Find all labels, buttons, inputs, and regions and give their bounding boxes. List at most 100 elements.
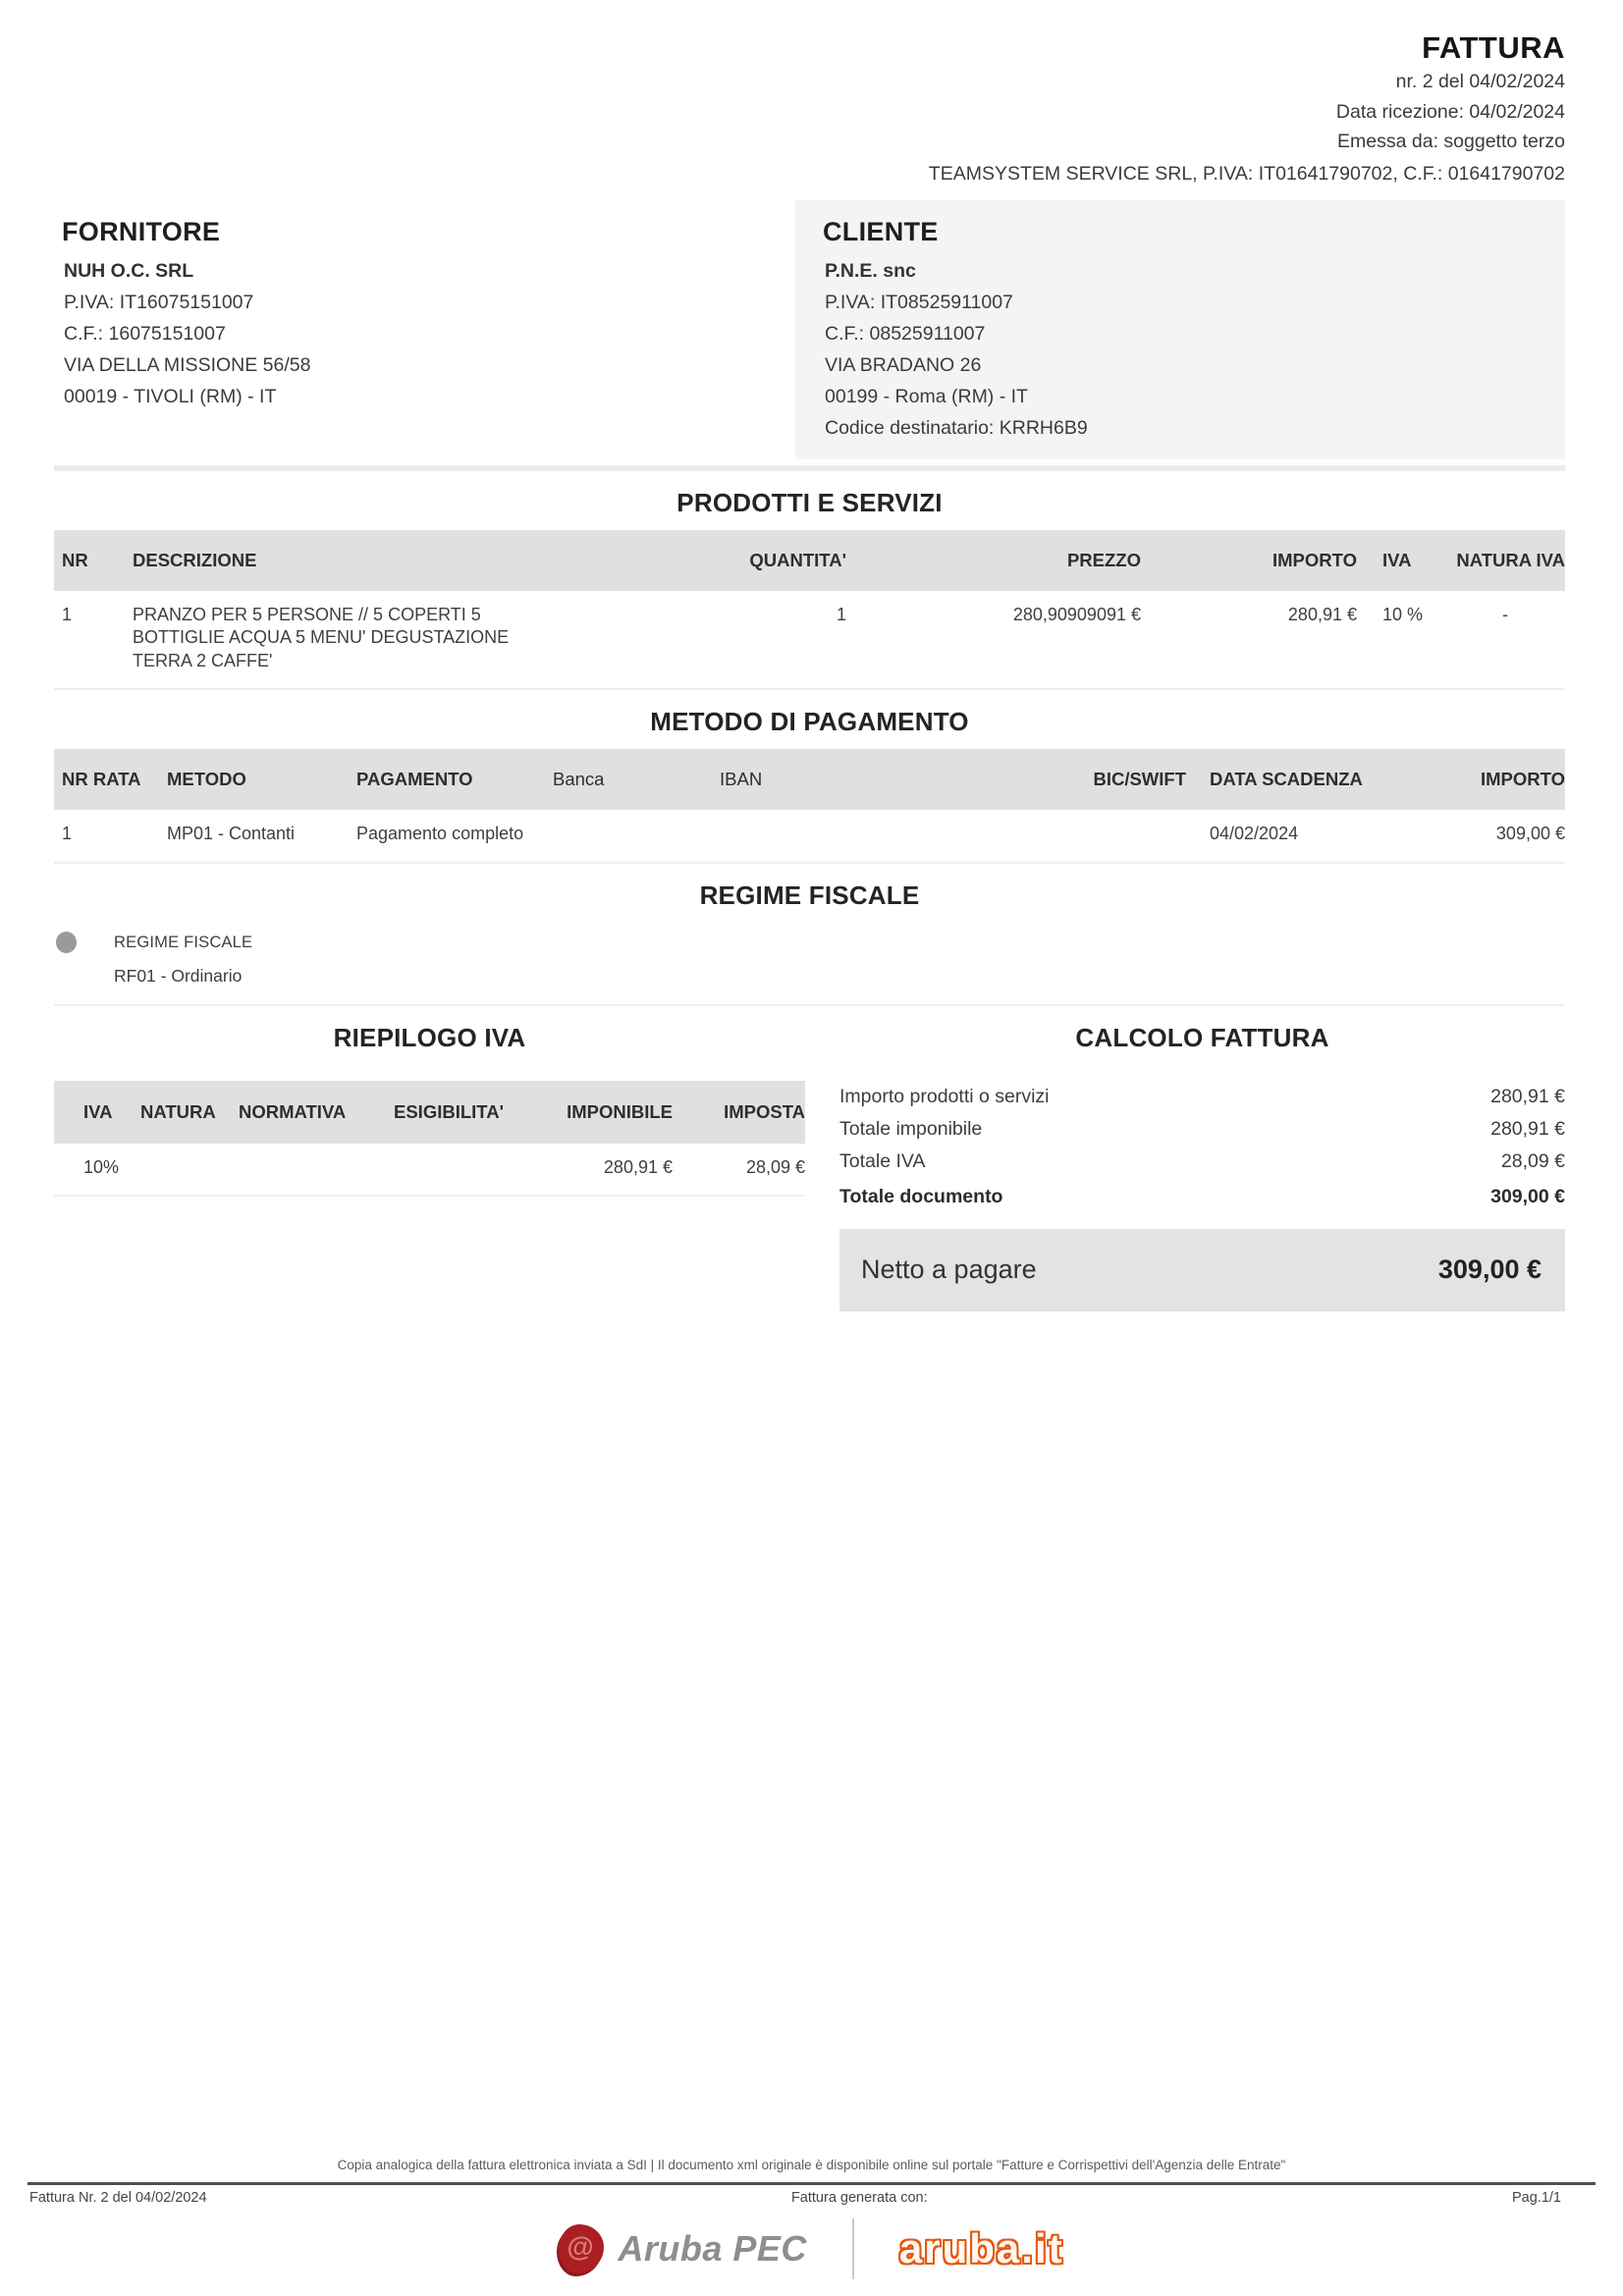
customer-heading: CLIENTE: [823, 216, 939, 246]
section-divider: [54, 464, 1565, 471]
products-title: PRODOTTI E SERVIZI: [676, 487, 943, 517]
supplier-cf: C.F.: 16075151007: [64, 322, 226, 345]
product-description: PRANZO PER 5 PERSONE // 5 COPERTI 5 BOTT…: [133, 604, 510, 670]
summary-section: RIEPILOGO IVA IVA NATURA NORMATIVA ESIGI…: [54, 1006, 1565, 1311]
payment-nr-rata: 1: [62, 824, 73, 843]
supplier-city: 00019 - TIVOLI (RM) - IT: [64, 385, 277, 407]
parties-section: FORNITORE NUH O.C. SRL P.IVA: IT16075151…: [54, 199, 1565, 459]
footer-invoice-ref: Fattura Nr. 2 del 04/02/2024: [29, 2190, 207, 2206]
net-to-pay-box: Netto a pagare 309,00 €: [839, 1228, 1565, 1311]
logo-separator: [851, 2218, 854, 2279]
col-riep-imposta: IMPOSTA: [724, 1100, 805, 1122]
invoice-calc-title: CALCOLO FATTURA: [1075, 1022, 1329, 1052]
regime-row: REGIME FISCALE RF01 - Ordinario: [54, 931, 1565, 987]
vat-taxable: 280,91 €: [603, 1156, 673, 1177]
product-nr: 1: [62, 604, 73, 624]
aruba-pec-seal-icon: @: [559, 2224, 605, 2273]
col-natura-iva: NATURA IVA: [1456, 549, 1565, 570]
product-quantity: 1: [836, 604, 846, 624]
product-row: 1 PRANZO PER 5 PERSONE // 5 COPERTI 5 BO…: [54, 591, 1565, 689]
customer-piva: P.IVA: IT08525911007: [825, 291, 1013, 313]
customer-cf: C.F.: 08525911007: [825, 322, 986, 345]
col-data-scadenza: DATA SCADENZA: [1210, 769, 1363, 789]
customer-city: 00199 - Roma (RM) - IT: [825, 385, 1028, 407]
col-banca: Banca: [553, 769, 605, 789]
section-divider: [54, 861, 1565, 864]
vat-rate: 10%: [83, 1156, 120, 1177]
vat-chargeability: [386, 1156, 528, 1180]
col-nr: NR: [62, 549, 88, 570]
footer-logos: @ Aruba PEC aruba.it: [0, 2214, 1623, 2284]
product-vat: 10 %: [1382, 604, 1424, 624]
supplier-block: FORNITORE NUH O.C. SRL P.IVA: IT16075151…: [54, 200, 795, 459]
page-footer: Copia analogica della fattura elettronic…: [0, 2157, 1623, 2284]
supplier-name: NUH O.C. SRL: [64, 259, 194, 282]
calc-row-total: Totale documento 309,00 €: [839, 1181, 1565, 1213]
calc-label: Importo prodotti o servizi: [839, 1085, 1050, 1107]
col-riep-natura: NATURA: [140, 1100, 216, 1122]
col-riep-esigibilita: ESIGIBILITA': [394, 1100, 504, 1122]
calc-value: 28,09 €: [1500, 1149, 1565, 1172]
col-riep-iva: IVA: [83, 1100, 113, 1122]
document-header: FATTURA nr. 2 del 04/02/2024 Data ricezi…: [54, 29, 1565, 190]
regime-bullet-icon: [56, 931, 77, 953]
col-prezzo: PREZZO: [1066, 549, 1141, 570]
supplier-address: VIA DELLA MISSIONE 56/58: [64, 353, 311, 376]
calc-label: Totale documento: [839, 1185, 1003, 1207]
legal-note: Copia analogica della fattura elettronic…: [337, 2158, 1286, 2172]
calc-row-products: Importo prodotti o servizi 280,91 €: [839, 1081, 1565, 1113]
vat-tax: 28,09 €: [745, 1156, 805, 1177]
payment-type: Pagamento completo: [356, 824, 524, 843]
regime-label: REGIME FISCALE: [114, 933, 253, 951]
vat-summary-row: 10% 280,91 € 28,09 €: [54, 1144, 805, 1196]
calc-row-vat: Totale IVA 28,09 €: [839, 1146, 1565, 1178]
invoice-calc-block: CALCOLO FATTURA Importo prodotti o servi…: [839, 1006, 1565, 1311]
section-divider: [54, 1003, 1565, 1006]
col-metodo: METODO: [167, 769, 246, 789]
vat-summary-header-row: IVA NATURA NORMATIVA ESIGIBILITA' IMPONI…: [54, 1080, 805, 1144]
intermediary-line: TEAMSYSTEM SERVICE SRL, P.IVA: IT0164179…: [928, 162, 1565, 185]
payment-method: MP01 - Contanti: [167, 824, 296, 843]
vat-summary-title: RIEPILOGO IVA: [333, 1022, 526, 1052]
col-riep-imponibile: IMPONIBILE: [567, 1100, 673, 1122]
payment-due-date: 04/02/2024: [1210, 824, 1299, 843]
product-price: 280,90909091 €: [1012, 604, 1141, 624]
customer-block: CLIENTE P.N.E. snc P.IVA: IT08525911007 …: [795, 199, 1565, 459]
calc-row-taxable: Totale imponibile 280,91 €: [839, 1113, 1565, 1146]
products-section: PRODOTTI E SERVIZI NR DESCRIZIONE QUANTI…: [54, 487, 1565, 690]
payment-amount: 309,00 €: [1495, 824, 1565, 843]
footer-rule: [27, 2182, 1596, 2185]
vat-summary-block: RIEPILOGO IVA IVA NATURA NORMATIVA ESIGI…: [54, 1006, 805, 1311]
customer-address: VIA BRADANO 26: [825, 353, 982, 376]
supplier-heading: FORNITORE: [62, 216, 221, 246]
calc-value: 280,91 €: [1490, 1117, 1565, 1140]
reception-date-line: Data ricezione: 04/02/2024: [1335, 100, 1565, 123]
tax-regime-section: REGIME FISCALE REGIME FISCALE RF01 - Ord…: [54, 880, 1565, 1006]
payment-iban: [700, 823, 975, 846]
aruba-pec-logo: @ Aruba PEC: [559, 2224, 807, 2273]
aruba-pec-logo-text: Aruba PEC: [618, 2228, 807, 2269]
net-to-pay-value: 309,00 €: [1437, 1255, 1542, 1284]
payment-row: 1 MP01 - Contanti Pagamento completo 04/…: [54, 810, 1565, 862]
col-pay-importo: IMPORTO: [1481, 769, 1565, 789]
regime-title: REGIME FISCALE: [699, 880, 920, 910]
payment-header-row: NR RATA METODO PAGAMENTO Banca IBAN BIC/…: [54, 749, 1565, 810]
section-divider: [54, 688, 1565, 690]
col-bic-swift: BIC/SWIFT: [1093, 769, 1186, 789]
col-quantita: QUANTITA': [749, 549, 846, 570]
col-importo: IMPORTO: [1272, 549, 1357, 570]
regime-value: RF01 - Ordinario: [114, 965, 243, 986]
aruba-it-logo: aruba.it: [898, 2225, 1064, 2271]
payment-section: METODO DI PAGAMENTO NR RATA METODO PAGAM…: [54, 706, 1565, 864]
customer-destination-code: Codice destinatario: KRRH6B9: [825, 416, 1088, 439]
payment-title: METODO DI PAGAMENTO: [650, 707, 969, 736]
product-vat-nature: -: [1502, 604, 1508, 624]
col-riep-normativa: NORMATIVA: [239, 1100, 347, 1122]
footer-generated-with: Fattura generata con:: [790, 2190, 928, 2206]
calc-label: Totale IVA: [839, 1149, 926, 1172]
net-to-pay-label: Netto a pagare: [861, 1255, 1037, 1284]
document-title: FATTURA: [1422, 30, 1565, 65]
col-iban: IBAN: [720, 769, 763, 789]
vat-nature: [140, 1156, 239, 1180]
